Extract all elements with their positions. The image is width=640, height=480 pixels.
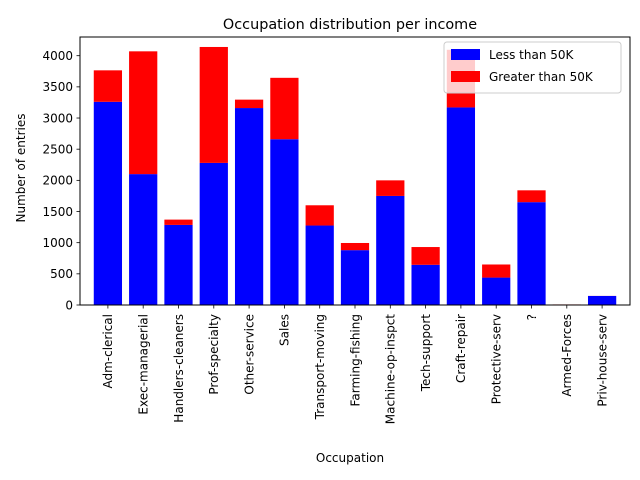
bar-handlers-cleaners-greater-than-50k — [164, 219, 193, 225]
x-tick-label-other-service: Other-service — [242, 314, 256, 395]
y-tick-label: 1500 — [42, 205, 73, 219]
bar-craft-repair-less-than-50k — [446, 107, 476, 306]
bar-exec-managerial-greater-than-50k — [129, 51, 158, 175]
chart-title: Occupation distribution per income — [223, 17, 477, 33]
bar-exec-managerial-less-than-50k — [129, 174, 158, 305]
bar-machine-op-inspct-less-than-50k — [376, 195, 405, 305]
bar-transport-moving-greater-than-50k — [305, 205, 334, 226]
bar-unknown-greater-than-50k — [517, 190, 546, 203]
x-tick-label-handlers-cleaners: Handlers-cleaners — [172, 314, 186, 423]
x-tick-label-exec-managerial: Exec-managerial — [136, 314, 150, 415]
y-tick-label: 3500 — [42, 80, 73, 94]
legend-swatch-greater-than-50k — [451, 71, 480, 82]
bar-other-service-less-than-50k — [234, 108, 264, 305]
bar-machine-op-inspct-greater-than-50k — [376, 180, 405, 196]
y-tick-label: 1000 — [42, 236, 73, 250]
x-axis: Adm-clerical Exec-managerial Handlers-clea… — [101, 305, 609, 424]
legend-label-less-than-50k: Less than 50K — [489, 48, 575, 62]
x-tick-label-protective-serv: Protective-serv — [490, 314, 504, 404]
y-axis-title: Number of entries — [14, 114, 28, 223]
bar-farming-fishing-greater-than-50k — [340, 242, 370, 251]
bar-farming-fishing-less-than-50k — [340, 250, 370, 305]
bar-protective-serv-less-than-50k — [482, 277, 511, 305]
x-tick-label-priv-house-serv: Priv-house-serv — [595, 314, 609, 407]
x-tick-label-transport-moving: Transport-moving — [313, 314, 327, 420]
bar-adm-clerical-greater-than-50k — [93, 70, 123, 102]
x-tick-label-armed-forces: Armed-Forces — [560, 314, 574, 397]
x-tick-label-sales: Sales — [278, 314, 292, 346]
y-tick-label: 4000 — [42, 49, 73, 63]
bar-sales-less-than-50k — [270, 139, 299, 305]
x-axis-title: Occupation — [316, 451, 384, 465]
x-tick-label-unknown: ? — [525, 314, 539, 320]
legend-swatch-less-than-50k — [451, 49, 480, 60]
y-tick-label: 0 — [65, 298, 73, 312]
x-tick-label-machine-op-inspct: Machine-op-inspct — [384, 314, 398, 424]
legend-label-greater-than-50k: Greater than 50K — [489, 70, 594, 84]
bars-group — [93, 46, 617, 306]
y-tick-label: 2000 — [42, 174, 73, 188]
y-tick-label: 500 — [50, 267, 73, 281]
bar-unknown-less-than-50k — [517, 202, 546, 305]
bar-adm-clerical-less-than-50k — [93, 101, 123, 305]
bar-sales-greater-than-50k — [270, 77, 299, 140]
bar-prof-specialty-less-than-50k — [199, 162, 228, 305]
x-tick-label-prof-specialty: Prof-specialty — [207, 314, 221, 395]
legend-box — [443, 41, 622, 94]
legend: Less than 50K Greater than 50K — [443, 41, 622, 94]
bar-prof-specialty-greater-than-50k — [199, 46, 228, 163]
bar-other-service-greater-than-50k — [234, 99, 264, 109]
bar-priv-house-serv-less-than-50k — [587, 295, 617, 305]
x-tick-label-adm-clerical: Adm-clerical — [101, 314, 115, 389]
x-tick-label-tech-support: Tech-support — [419, 314, 433, 393]
y-axis: 0 500 1000 1500 2000 2500 3000 3500 4000 — [42, 49, 80, 312]
bar-protective-serv-greater-than-50k — [482, 264, 511, 278]
plot-frame — [79, 36, 631, 306]
bar-transport-moving-less-than-50k — [305, 225, 334, 305]
x-tick-label-craft-repair: Craft-repair — [454, 314, 468, 383]
bar-tech-support-less-than-50k — [411, 264, 440, 305]
y-tick-label: 2500 — [42, 142, 73, 156]
bar-tech-support-greater-than-50k — [411, 247, 440, 265]
y-tick-label: 3000 — [42, 111, 73, 125]
x-tick-label-farming-fishing: Farming-fishing — [348, 314, 362, 406]
bar-handlers-cleaners-less-than-50k — [164, 224, 193, 305]
